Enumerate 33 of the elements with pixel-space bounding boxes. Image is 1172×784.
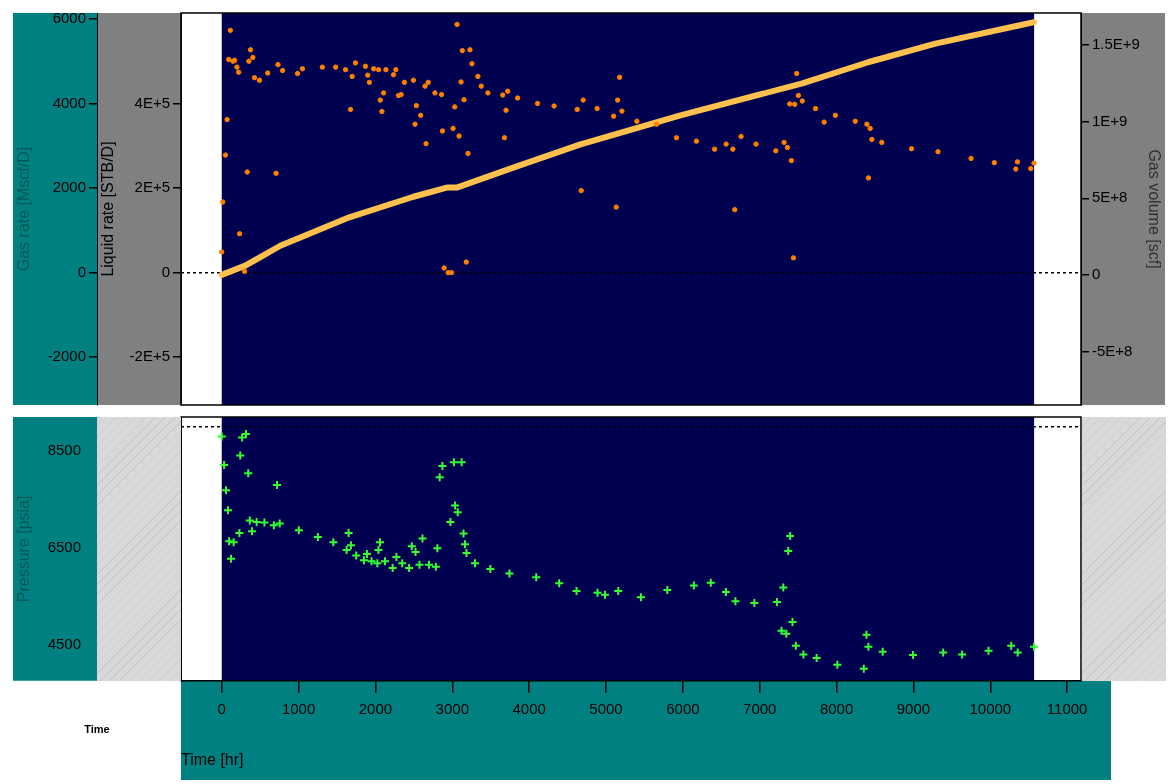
y2-tick-label: -5E+8 bbox=[1092, 341, 1133, 359]
y-tick-label: 0 bbox=[77, 262, 86, 280]
y3-axis-title: Liquid rate [STB/D] bbox=[99, 141, 117, 277]
x-tick-label: 0 bbox=[217, 699, 226, 717]
x-tick-label: 11000 bbox=[1046, 699, 1088, 717]
y3-tick-label: 0 bbox=[161, 262, 170, 280]
x-tick-label: 1000 bbox=[281, 699, 316, 717]
y2-tick-label: 1.5E+9 bbox=[1092, 35, 1140, 53]
y2-axis-title: Gas volume [scf] bbox=[1145, 149, 1163, 269]
x-tick-label: 4000 bbox=[512, 699, 546, 717]
x-tick-label: 9000 bbox=[896, 699, 931, 717]
x-axis-title: Time [hr] bbox=[181, 750, 244, 768]
y3-tick-label: 2E+5 bbox=[134, 178, 170, 196]
x-tick-label: 10000 bbox=[969, 699, 1012, 717]
y2-tick-label: 0 bbox=[1092, 264, 1101, 282]
x-tick-label: 5000 bbox=[589, 699, 623, 717]
x-tick-label: 8000 bbox=[819, 699, 854, 717]
x-tick-label: 7000 bbox=[743, 699, 777, 717]
x-tick-label: 3000 bbox=[435, 699, 469, 717]
y-tick-label: 4500 bbox=[47, 635, 81, 653]
x-tick-label: 2000 bbox=[358, 699, 393, 717]
y-tick-label: 2000 bbox=[52, 178, 86, 196]
y-tick-label: 8500 bbox=[47, 441, 81, 459]
y2-tick-label: 5E+8 bbox=[1092, 188, 1128, 206]
y3-tick-label: -2E+5 bbox=[129, 347, 170, 365]
text: Time bbox=[84, 723, 110, 736]
y2-tick-label: 1E+9 bbox=[1092, 111, 1128, 129]
y-tick-label: 6500 bbox=[47, 538, 81, 556]
y-tick-label: 6000 bbox=[52, 9, 86, 27]
y-tick-label: -2000 bbox=[47, 347, 86, 365]
y-tick-label: 4000 bbox=[52, 93, 86, 111]
y3-tick-label: 4E+5 bbox=[134, 93, 170, 111]
x-tick-label: 6000 bbox=[666, 699, 700, 717]
